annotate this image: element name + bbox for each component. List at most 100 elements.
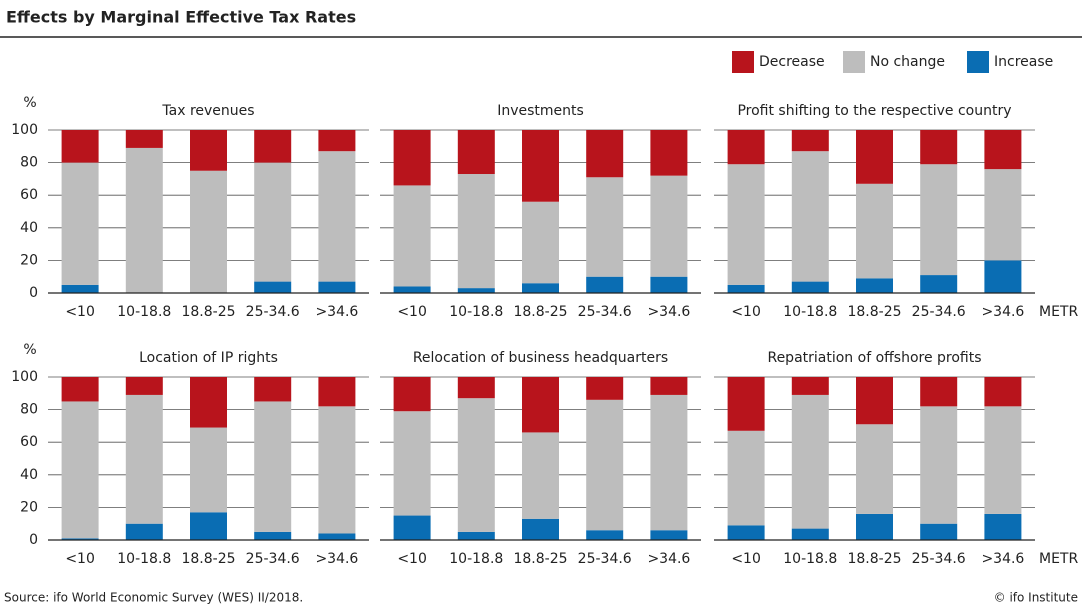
panel-title: Tax revenues bbox=[161, 103, 254, 119]
bar-segment bbox=[318, 130, 356, 152]
bar-segment bbox=[856, 513, 893, 540]
x-tick-label: 25-34.6 bbox=[578, 304, 632, 320]
x-tick-label: 10-18.8 bbox=[117, 551, 171, 567]
y-axis-label: % bbox=[23, 342, 36, 358]
bar-segment bbox=[254, 130, 292, 163]
bar-segment bbox=[457, 531, 495, 540]
bar-segment bbox=[984, 377, 1022, 407]
x-axis-label: METR bbox=[1039, 304, 1078, 320]
bar-segment bbox=[856, 424, 893, 514]
bar-segment bbox=[190, 130, 227, 171]
y-tick-label: 100 bbox=[11, 369, 38, 385]
bar-segment bbox=[522, 377, 559, 433]
bar-segment bbox=[791, 377, 829, 395]
panel-title: Investments bbox=[497, 103, 584, 119]
bar-segment bbox=[318, 533, 356, 540]
bar-segment bbox=[61, 130, 99, 163]
bar-segment bbox=[254, 401, 292, 532]
legend-swatch bbox=[967, 51, 989, 73]
bar-segment bbox=[727, 164, 765, 285]
bar-segment bbox=[61, 538, 99, 540]
bar-segment bbox=[920, 377, 958, 407]
panel-title: Relocation of business headquarters bbox=[413, 350, 668, 366]
bar-segment bbox=[984, 513, 1022, 540]
x-tick-label: 10-18.8 bbox=[449, 304, 503, 320]
bar-segment bbox=[522, 201, 559, 284]
x-tick-label: 25-34.6 bbox=[246, 551, 300, 567]
y-tick-label: 20 bbox=[20, 252, 38, 268]
bar-segment bbox=[393, 377, 431, 412]
chart-title: Effects by Marginal Effective Tax Rates bbox=[6, 8, 356, 27]
bar-segment bbox=[318, 151, 356, 282]
bar-segment bbox=[920, 275, 958, 293]
bar-segment bbox=[318, 406, 356, 534]
bar-segment bbox=[727, 525, 765, 540]
bar-segment bbox=[254, 531, 292, 540]
bar-segment bbox=[254, 281, 292, 293]
y-tick-label: 80 bbox=[20, 402, 38, 418]
bar-segment bbox=[791, 528, 829, 540]
bar-segment bbox=[586, 377, 624, 400]
bar-segment bbox=[727, 130, 765, 165]
bar-segment bbox=[393, 411, 431, 516]
bar-segment bbox=[791, 151, 829, 282]
bar-segment bbox=[254, 162, 292, 282]
bar-segment bbox=[457, 398, 495, 532]
y-tick-label: 60 bbox=[20, 187, 38, 203]
y-tick-label: 0 bbox=[29, 532, 38, 548]
bar-segment bbox=[254, 377, 292, 402]
x-tick-label: 25-34.6 bbox=[246, 304, 300, 320]
bar-segment bbox=[984, 406, 1022, 514]
bar-segment bbox=[586, 276, 624, 293]
bar-segment bbox=[650, 276, 688, 293]
x-tick-label: >34.6 bbox=[647, 304, 690, 320]
legend-label: Increase bbox=[994, 54, 1053, 70]
bar-segment bbox=[984, 169, 1022, 261]
bar-segment bbox=[856, 377, 893, 425]
bar-segment bbox=[393, 130, 431, 186]
bar-segment bbox=[522, 130, 559, 202]
bar-segment bbox=[984, 130, 1022, 170]
bar-segment bbox=[650, 530, 688, 540]
x-tick-label: <10 bbox=[397, 304, 427, 320]
bar-segment bbox=[920, 406, 958, 524]
bar-segment bbox=[791, 394, 829, 529]
x-tick-label: 18.8-25 bbox=[847, 304, 901, 320]
bar-segment bbox=[457, 174, 495, 289]
y-tick-label: 40 bbox=[20, 220, 38, 236]
bar-segment bbox=[522, 432, 559, 519]
x-tick-label: 10-18.8 bbox=[783, 304, 837, 320]
bar-segment bbox=[650, 377, 688, 395]
y-tick-label: 100 bbox=[11, 122, 38, 138]
bar-segment bbox=[586, 399, 624, 531]
bar-segment bbox=[522, 518, 559, 540]
x-tick-label: 18.8-25 bbox=[513, 551, 567, 567]
bar-segment bbox=[61, 377, 99, 402]
y-tick-label: 40 bbox=[20, 467, 38, 483]
bar-segment bbox=[61, 284, 99, 293]
bar-segment bbox=[791, 130, 829, 152]
bar-segment bbox=[984, 260, 1022, 293]
x-tick-label: 25-34.6 bbox=[912, 304, 966, 320]
bar-segment bbox=[125, 394, 163, 524]
legend-swatch bbox=[843, 51, 865, 73]
x-tick-label: >34.6 bbox=[315, 304, 358, 320]
x-tick-label: 10-18.8 bbox=[117, 304, 171, 320]
bar-segment bbox=[318, 281, 356, 293]
x-tick-label: 18.8-25 bbox=[181, 551, 235, 567]
credit: © ifo Institute bbox=[994, 591, 1078, 605]
x-tick-label: >34.6 bbox=[315, 551, 358, 567]
x-tick-label: 25-34.6 bbox=[912, 551, 966, 567]
bar-segment bbox=[856, 278, 893, 293]
x-tick-label: 18.8-25 bbox=[513, 304, 567, 320]
legend-label: Decrease bbox=[759, 54, 825, 70]
panel-title: Location of IP rights bbox=[139, 350, 278, 366]
bar-segment bbox=[727, 430, 765, 526]
panel-title: Repatriation of offshore profits bbox=[767, 350, 981, 366]
x-tick-label: 18.8-25 bbox=[181, 304, 235, 320]
x-tick-label: >34.6 bbox=[981, 304, 1024, 320]
legend-swatch bbox=[732, 51, 754, 73]
source: Source: ifo World Economic Survey (WES) … bbox=[4, 591, 303, 605]
bar-segment bbox=[393, 515, 431, 540]
bar-segment bbox=[125, 130, 163, 148]
